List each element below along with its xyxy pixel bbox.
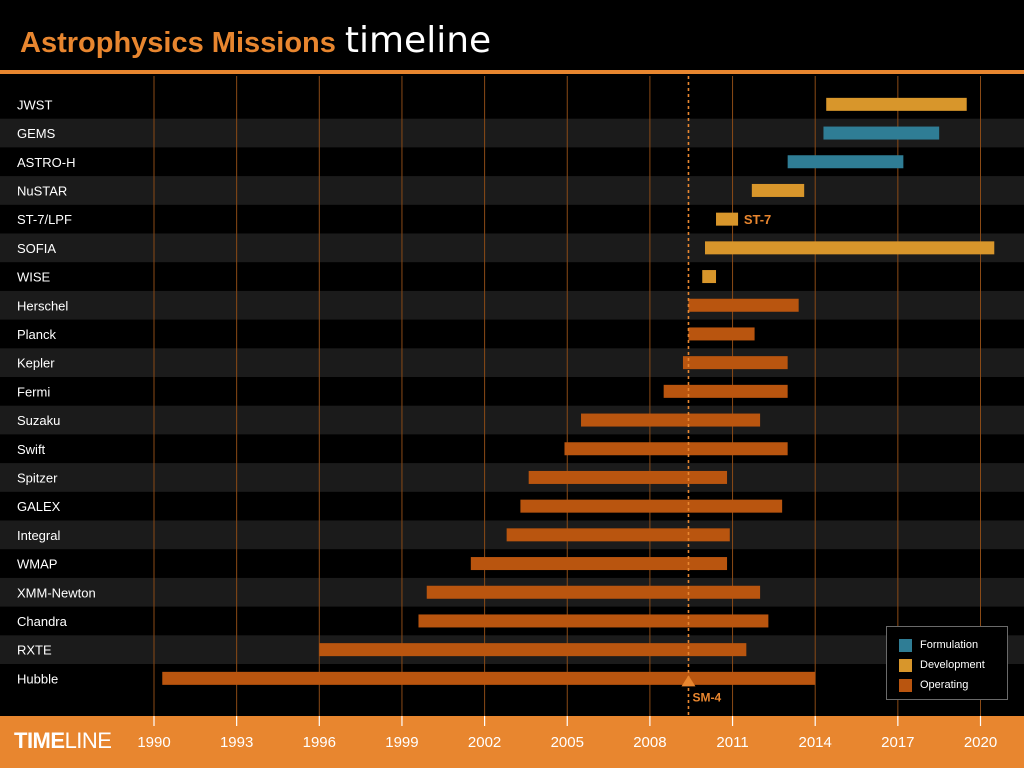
marker-sm-4 [681, 675, 696, 687]
x-axis: 1990 1993 1996 1999 2002 2005 2008 2011 2014 2017… [137, 716, 997, 751]
bar-rxte-operating [319, 643, 747, 657]
brand-light: LINE [64, 728, 112, 753]
bar-fermi-operating [663, 384, 788, 398]
mission-label-suzaku: Suzaku [17, 413, 60, 428]
legend: Formulation Development Operating [886, 626, 1008, 700]
bar-herschel-operating [688, 298, 799, 312]
mission-label-astro-h: ASTRO-H [17, 155, 76, 170]
row-stripe [0, 290, 1024, 320]
x-tick-label-2017: 2017 [881, 734, 914, 751]
mission-label-swift: Swift [17, 442, 46, 457]
title-main: Astrophysics Missions [20, 27, 336, 59]
mission-label-wmap: WMAP [17, 557, 57, 572]
legend-item-development: Development [899, 655, 1007, 675]
bar-planck-operating [688, 327, 755, 341]
legend-item-formulation: Formulation [899, 635, 1007, 655]
mission-label-xmm-newton: XMM-Newton [17, 585, 96, 600]
x-tick-label-1993: 1993 [220, 734, 253, 751]
legend-label: Operating [920, 679, 969, 691]
mission-timeline-chart: JWST GEMS ASTRO-H NuSTAR ST-7/LPF SOFIA WISE He… [0, 76, 1024, 716]
bar-chandra-operating [418, 614, 769, 628]
x-tick-label-2020: 2020 [964, 734, 997, 751]
row-stripe [0, 176, 1024, 205]
title-sub: timeline [344, 20, 492, 61]
mission-label-kepler: Kepler [17, 356, 55, 371]
row-stripe [0, 348, 1024, 377]
timeline-brand: TIMELINE [14, 728, 112, 754]
bar-integral-operating [506, 528, 730, 542]
x-tick-label-1996: 1996 [303, 734, 336, 751]
bar-astro-h-formulation [787, 155, 904, 169]
bar-wmap-operating [470, 557, 728, 571]
bar-galex-operating [520, 499, 783, 513]
mission-label-rxte: RXTE [17, 643, 52, 658]
legend-label: Development [920, 659, 985, 671]
bar-sofia-development [705, 241, 995, 255]
mission-label-integral: Integral [17, 528, 60, 543]
mission-label-hubble: Hubble [17, 671, 58, 686]
bar-spitzer-operating [528, 470, 728, 484]
legend-swatch [899, 678, 912, 692]
x-tick-label-2002: 2002 [468, 734, 501, 751]
annotation-st-7: ST-7 [744, 212, 771, 227]
title-divider [0, 70, 1024, 74]
mission-label-sofia: SOFIA [17, 241, 56, 256]
mission-label-herschel: Herschel [17, 298, 68, 313]
bar-wise-development [702, 270, 717, 284]
legend-label: Formulation [920, 639, 979, 651]
page-title: Astrophysics Missions timeline [20, 20, 491, 68]
bar-st-7-lpf-development [716, 212, 739, 226]
bar-nustar-development [751, 183, 805, 197]
x-tick-label-2008: 2008 [633, 734, 666, 751]
mission-label-st-7-lpf: ST-7/LPF [17, 212, 72, 227]
x-tick-label-2011: 2011 [716, 734, 748, 751]
x-tick-label-2005: 2005 [551, 734, 584, 751]
row-stripe [0, 463, 1024, 492]
mission-label-wise: WISE [17, 270, 51, 285]
mission-label-planck: Planck [17, 327, 57, 342]
bar-xmm-newton-operating [426, 585, 761, 599]
bar-gems-formulation [823, 126, 940, 140]
timeline-axis-bar: TIMELINE [0, 716, 1024, 768]
legend-swatch [899, 638, 912, 652]
x-tick-label-2014: 2014 [799, 734, 832, 751]
mission-label-jwst: JWST [17, 97, 52, 112]
mission-label-spitzer: Spitzer [17, 470, 58, 485]
bar-jwst-development [826, 97, 967, 111]
bar-kepler-operating [682, 356, 788, 370]
x-tick-label-1990: 1990 [137, 734, 170, 751]
bar-suzaku-operating [581, 413, 761, 427]
brand-bold: TIME [14, 728, 65, 753]
mission-label-chandra: Chandra [17, 614, 68, 629]
annotation-sm-4: SM-4 [692, 690, 721, 704]
mission-label-gems: GEMS [17, 126, 56, 141]
mission-label-fermi: Fermi [17, 384, 50, 399]
mission-label-nustar: NuSTAR [17, 183, 67, 198]
legend-item-operating: Operating [899, 675, 1007, 695]
legend-swatch [899, 658, 912, 672]
mission-label-galex: GALEX [17, 499, 61, 514]
bar-hubble-operating [162, 671, 816, 685]
bar-swift-operating [564, 442, 788, 456]
x-tick-label-1999: 1999 [385, 734, 418, 751]
row-stripe [0, 405, 1024, 435]
